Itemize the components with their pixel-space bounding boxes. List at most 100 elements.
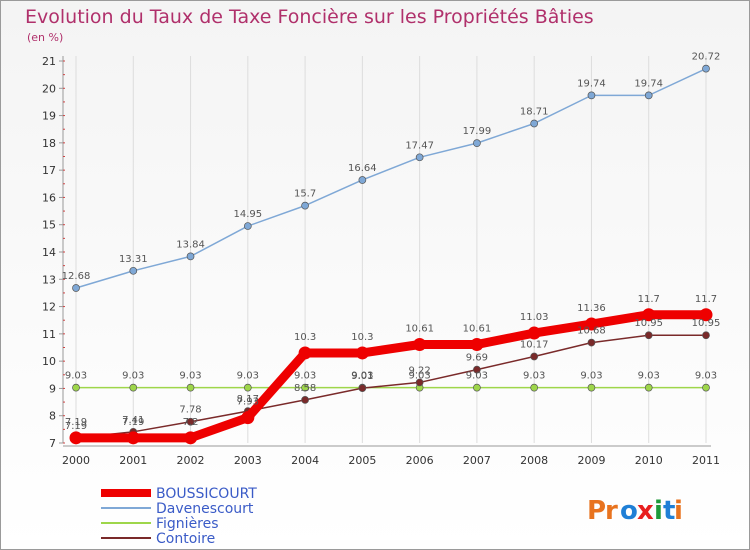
y-tick-label: 14 — [42, 246, 56, 259]
data-label: 10.3 — [294, 332, 316, 343]
data-point — [415, 153, 424, 162]
data-label: 15.7 — [294, 189, 316, 200]
legend-label: Fignières — [156, 516, 219, 532]
data-label: 11.36 — [577, 303, 606, 314]
data-point — [358, 384, 367, 393]
data-label: 9.03 — [523, 371, 545, 382]
data-label: 14.95 — [233, 209, 262, 220]
y-tick-label: 9 — [49, 382, 56, 395]
data-point — [644, 91, 653, 100]
data-point — [241, 411, 255, 425]
data-label: 19.74 — [634, 78, 663, 89]
data-point — [702, 383, 710, 392]
x-tick-label: 2000 — [62, 454, 90, 467]
data-point — [72, 284, 80, 292]
y-tick-label: 18 — [42, 137, 56, 150]
logo-letter: i — [654, 496, 663, 526]
proxiti-logo: Pr o x i ti — [587, 496, 683, 526]
data-label: 7.41 — [122, 415, 144, 426]
series-line-contoire — [75, 334, 707, 439]
data-label: 7.2 — [183, 417, 199, 428]
data-label: 18.71 — [520, 106, 549, 117]
data-point — [69, 431, 83, 445]
data-point — [587, 338, 596, 347]
data-point — [644, 383, 653, 392]
data-point — [473, 139, 481, 147]
x-tick-label: 2006 — [406, 454, 434, 467]
data-point — [587, 383, 596, 392]
data-label: 9.03 — [695, 371, 717, 382]
data-point — [470, 337, 484, 351]
data-point — [358, 176, 367, 184]
data-label: 10.61 — [463, 323, 492, 334]
data-point — [301, 396, 309, 404]
data-label: 9.03 — [294, 371, 316, 382]
data-point — [530, 352, 539, 361]
data-label: 7.19 — [122, 417, 144, 428]
data-label: 7.78 — [179, 405, 201, 416]
data-point — [699, 308, 713, 322]
grid — [75, 56, 707, 443]
x-tick-label: 2010 — [635, 454, 663, 467]
data-point — [298, 346, 312, 360]
data-point — [702, 331, 710, 340]
data-label: 8.17 — [237, 394, 259, 405]
data-label: 8.58 — [294, 383, 316, 394]
x-tick-label: 2007 — [463, 454, 491, 467]
y-tick-label: 16 — [42, 191, 56, 204]
data-label: 10.17 — [520, 340, 549, 351]
data-point — [355, 346, 369, 360]
data-label: 11.7 — [695, 294, 717, 305]
data-point — [186, 383, 195, 392]
data-point — [186, 417, 195, 426]
data-label: 9.03 — [122, 371, 144, 382]
data-label: 9.03 — [179, 371, 201, 382]
data-point — [72, 383, 80, 392]
data-point — [126, 431, 140, 445]
legend-label: BOUSSICOURT — [156, 486, 257, 502]
x-tick-label: 2011 — [692, 454, 720, 467]
data-label: 10.3 — [351, 332, 373, 343]
y-tick-label: 17 — [42, 164, 56, 177]
x-tick-label: 2001 — [119, 454, 147, 467]
y-tick-label: 8 — [49, 410, 56, 423]
data-label: 19.74 — [577, 78, 606, 89]
chart-subtitle: (en %) — [27, 31, 63, 44]
logo-letter: i — [674, 496, 683, 526]
data-point — [129, 266, 138, 275]
data-label: 17.99 — [463, 126, 492, 137]
y-tick-label: 20 — [42, 82, 56, 95]
logo-letter: x — [637, 496, 654, 526]
logo-letter: P — [587, 496, 606, 526]
data-label: 9.03 — [351, 371, 373, 382]
data-label: 10.61 — [405, 323, 434, 334]
data-point — [413, 337, 427, 351]
data-label: 17.47 — [405, 140, 434, 151]
data-label: 13.84 — [176, 239, 205, 250]
data-point — [186, 252, 195, 261]
data-label: 9.03 — [65, 371, 87, 382]
data-point — [530, 383, 539, 392]
data-point — [301, 383, 309, 392]
legend-label: Davenescourt — [156, 501, 254, 517]
data-label: 9.01 — [351, 371, 373, 382]
data-point — [415, 378, 424, 387]
data-point — [527, 326, 541, 340]
x-tick-label: 2009 — [577, 454, 605, 467]
data-point — [243, 222, 252, 230]
data-point — [644, 331, 653, 340]
y-tick-label: 19 — [42, 110, 56, 123]
data-label: 10.95 — [692, 318, 721, 329]
chart-title: Evolution du Taux de Taxe Foncière sur l… — [25, 6, 594, 28]
data-point — [184, 431, 198, 445]
series-line-davenescourt — [75, 67, 707, 289]
x-tick-label: 2008 — [520, 454, 548, 467]
data-point — [702, 64, 710, 73]
data-label: 9.03 — [237, 371, 259, 382]
axes: 7 8 9 10 11 12 13 14 15 16 17 18 19 20 21 2000 2001 2002 2… — [42, 55, 720, 467]
data-point — [473, 365, 481, 374]
data-label: 9.03 — [580, 371, 602, 382]
data-label: 9.22 — [409, 365, 431, 376]
data-point — [642, 308, 656, 322]
